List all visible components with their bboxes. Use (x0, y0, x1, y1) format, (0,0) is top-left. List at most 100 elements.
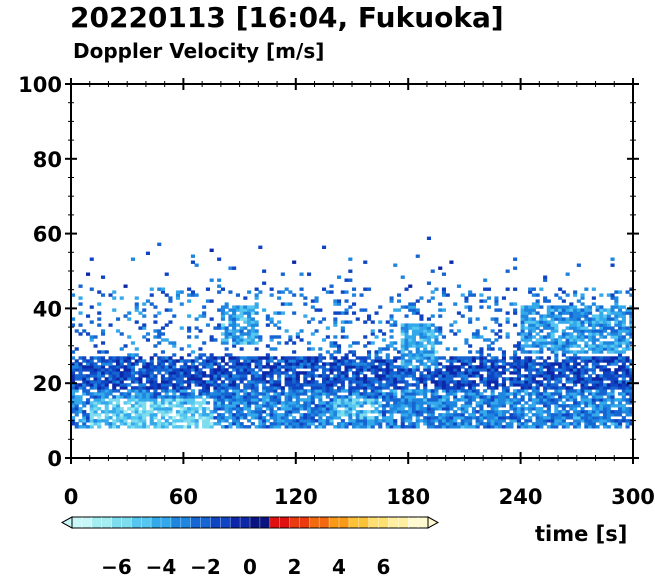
heatmap-cell (367, 419, 372, 423)
heatmap-cell (232, 326, 237, 330)
heatmap-cell (168, 407, 173, 411)
heatmap-cell (213, 362, 218, 366)
heatmap-cell (438, 266, 443, 270)
heatmap-cell (363, 389, 368, 393)
heatmap-cell (243, 362, 248, 366)
heatmap-cell (584, 317, 589, 321)
heatmap-cell (149, 359, 154, 363)
heatmap-cell (565, 413, 570, 417)
heatmap-cell (531, 368, 536, 372)
heatmap-cell (483, 287, 488, 291)
heatmap-cell (247, 368, 252, 372)
heatmap-cell (134, 404, 139, 408)
heatmap-cell (359, 401, 364, 405)
heatmap-cell (411, 353, 416, 357)
heatmap-cell (531, 404, 536, 408)
heatmap-cell (614, 317, 619, 321)
heatmap-cell (123, 377, 128, 381)
heatmap-cell (561, 407, 566, 411)
heatmap-cell (194, 293, 199, 297)
heatmap-cell (573, 305, 578, 309)
heatmap-cell (190, 404, 195, 408)
heatmap-cell (359, 380, 364, 384)
heatmap-cell (426, 404, 431, 408)
heatmap-cell (397, 293, 402, 297)
heatmap-cell (187, 407, 192, 411)
heatmap-cell (307, 383, 312, 387)
heatmap-cell (438, 398, 443, 402)
heatmap-cell (307, 404, 312, 408)
heatmap-cell (198, 362, 203, 366)
heatmap-cell (569, 392, 574, 396)
heatmap-cell (348, 368, 353, 372)
heatmap-cell (247, 314, 252, 318)
heatmap-cell (220, 380, 225, 384)
heatmap-cell (415, 377, 420, 381)
heatmap-cell (168, 401, 173, 405)
heatmap-cell (314, 404, 319, 408)
heatmap-cell (580, 395, 585, 399)
heatmap-cell (468, 389, 473, 393)
heatmap-cell (528, 332, 533, 336)
heatmap-cell (288, 380, 293, 384)
heatmap-cell (138, 404, 143, 408)
heatmap-cell (546, 419, 551, 423)
heatmap-cell (599, 365, 604, 369)
heatmap-cell (123, 386, 128, 390)
heatmap-cell (550, 386, 555, 390)
heatmap-cell (621, 419, 626, 423)
heatmap-cell (535, 419, 540, 423)
heatmap-cell (494, 356, 499, 360)
heatmap-cell (483, 299, 488, 303)
heatmap-cell (576, 368, 581, 372)
heatmap-cell (411, 422, 416, 426)
heatmap-cell (187, 329, 192, 333)
heatmap-cell (524, 422, 529, 426)
heatmap-cell (434, 380, 439, 384)
heatmap-cell (408, 389, 413, 393)
heatmap-cell (205, 392, 210, 396)
heatmap-cell (419, 326, 424, 330)
heatmap-cell (175, 383, 180, 387)
heatmap-cell (494, 302, 499, 306)
heatmap-cell (535, 374, 540, 378)
heatmap-cell (528, 407, 533, 411)
heatmap-cell (108, 398, 113, 402)
heatmap-cell (565, 389, 570, 393)
heatmap-cell (606, 332, 611, 336)
heatmap-cell (464, 416, 469, 420)
heatmap-cell (516, 416, 521, 420)
heatmap-cell (284, 371, 289, 375)
heatmap-cell (625, 383, 630, 387)
heatmap-cell (400, 380, 405, 384)
heatmap-cell (606, 410, 611, 414)
heatmap-cell (205, 356, 210, 360)
heatmap-cell (374, 350, 379, 354)
heatmap-cell (509, 404, 514, 408)
heatmap-cell (565, 311, 570, 315)
heatmap-cell (389, 368, 394, 372)
heatmap-cell (194, 335, 199, 339)
heatmap-cell (119, 365, 124, 369)
heatmap-cell (486, 368, 491, 372)
heatmap-cell (445, 368, 450, 372)
heatmap-cell (175, 296, 180, 300)
heatmap-cell (400, 392, 405, 396)
heatmap-cell (71, 392, 76, 396)
heatmap-cell (138, 380, 143, 384)
heatmap-cell (235, 377, 240, 381)
heatmap-cell (498, 401, 503, 405)
heatmap-cell (337, 302, 342, 306)
heatmap-cell (543, 377, 548, 381)
heatmap-cell (273, 335, 278, 339)
heatmap-cell (194, 368, 199, 372)
heatmap-cell (464, 389, 469, 393)
heatmap-cell (531, 320, 536, 324)
heatmap-cell (232, 416, 237, 420)
heatmap-cell (573, 359, 578, 363)
heatmap-cell (303, 419, 308, 423)
heatmap-cell (520, 323, 525, 327)
heatmap-cell (333, 398, 338, 402)
heatmap-cell (340, 320, 345, 324)
heatmap-cell (217, 383, 222, 387)
